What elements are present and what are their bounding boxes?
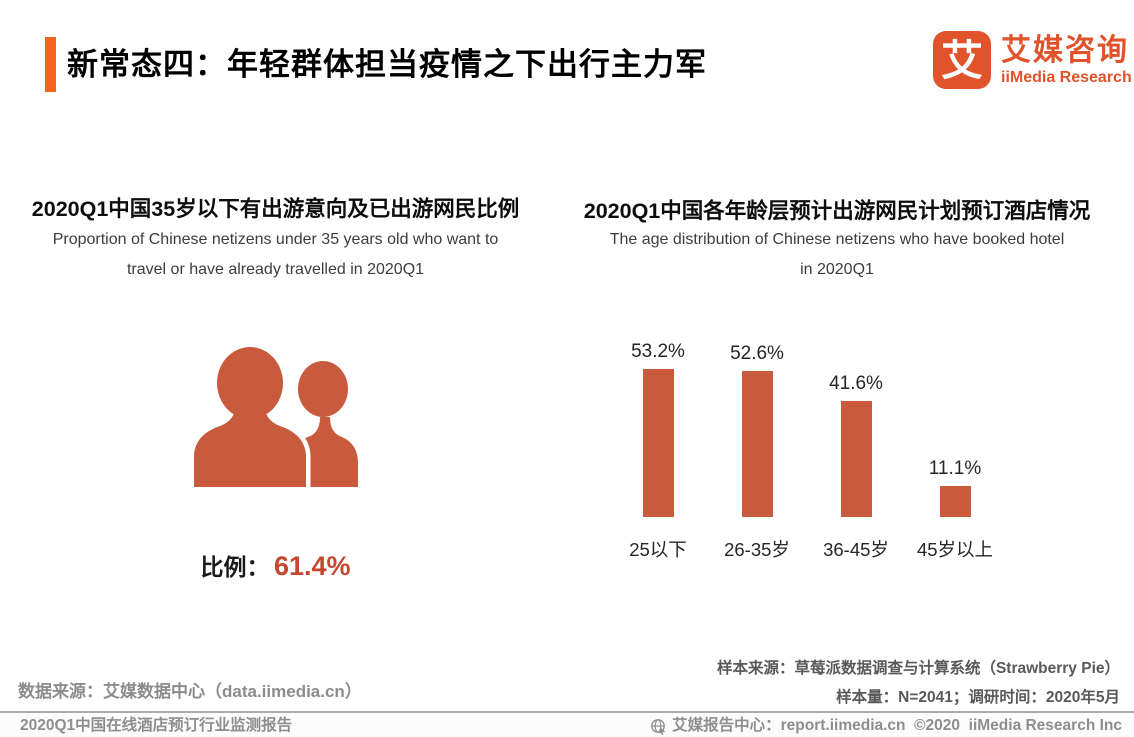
left-chart-subtitle: Proportion of Chinese netizens under 35 … — [8, 225, 543, 285]
logo-text: 艾媒咨询 iiMedia Research — [1001, 34, 1132, 87]
left-chart-subtitle-line1: Proportion of Chinese netizens under 35 … — [52, 231, 499, 248]
data-source-note: 数据来源：艾媒数据中心（data.iimedia.cn） — [18, 682, 362, 701]
bar-value-label: 11.1% — [928, 458, 982, 480]
footer-report-title: 2020Q1中国在线酒店预订行业监测报告 — [20, 717, 293, 734]
left-chart-subtitle-line2: travel or have already travelled in 2020… — [126, 261, 425, 278]
left-chart-title: 2020Q1中国35岁以下有出游意向及已出游网民比例 — [31, 197, 520, 221]
title-accent-bar — [45, 37, 56, 92]
logo-name-cn: 艾媒咨询 — [1001, 33, 1129, 67]
bar-column: 52.6% — [702, 340, 812, 517]
iimedia-logo-mark-icon: 艾 — [933, 31, 991, 89]
bar-value-label: 53.2% — [631, 341, 685, 363]
sample-info-note: 样本量：N=2041；调研时间：2020年5月 — [836, 689, 1120, 706]
bar-column: 11.1% — [900, 340, 1010, 517]
footer-right: 艾媒报告中心：report.iimedia.cn ©2020 iiMedia R… — [650, 715, 1122, 737]
right-chart-subtitle-line1: The age distribution of Chinese netizens… — [609, 231, 1065, 248]
bar-category-label: 26-35岁 — [724, 539, 790, 560]
ratio-value: 61.4% — [273, 551, 351, 581]
bar-value-label: 52.6% — [730, 342, 784, 364]
bar-26-35 — [741, 370, 773, 517]
bar-over-45 — [939, 486, 971, 517]
logo-name-en: iiMedia Research — [1001, 68, 1132, 86]
footer-center-text: 艾媒报告中心：report.iimedia.cn ©2020 iiMedia R… — [672, 717, 1122, 734]
bar-category-label: 25以下 — [629, 539, 687, 560]
right-chart-title: 2020Q1中国各年龄层预计出游网民计划预订酒店情况 — [583, 199, 1091, 223]
bar-category-label: 45岁以上 — [916, 539, 994, 560]
bar-column: 41.6% — [801, 340, 911, 517]
ratio-line: 比例： 61.4% — [8, 548, 543, 582]
bar-under-25 — [642, 369, 674, 517]
right-chart-subtitle: The age distribution of Chinese netizens… — [548, 225, 1126, 285]
sample-source-note: 样本来源：草莓派数据调查与计算系统（Strawberry Pie） — [716, 660, 1120, 677]
globe-cursor-icon — [651, 718, 666, 735]
bar-column: 53.2% — [603, 340, 713, 517]
ratio-label: 比例： — [200, 554, 270, 580]
two-people-icon — [190, 345, 358, 487]
bar-category-label: 36-45岁 — [823, 539, 889, 560]
right-chart-subtitle-line2: in 2020Q1 — [800, 261, 874, 278]
footer-bar: 2020Q1中国在线酒店预订行业监测报告 艾媒报告中心：report.iimed… — [0, 711, 1134, 737]
bar-36-45 — [840, 401, 872, 517]
bar-value-label: 41.6% — [829, 373, 883, 395]
age-bar-chart: 53.2% 52.6% 41.6% 11.1% 25以下 26-35岁 36-4… — [555, 340, 1117, 575]
page-title: 新常态四：年轻群体担当疫情之下出行主力军 — [67, 47, 707, 82]
iimedia-logo: 艾 艾媒咨询 iiMedia Research — [933, 31, 1132, 89]
